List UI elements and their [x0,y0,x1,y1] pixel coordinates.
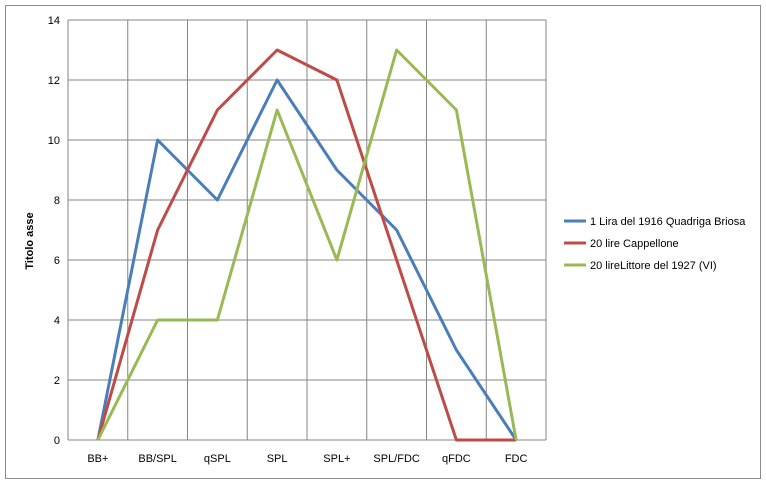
x-tick-label: SPL [267,453,288,465]
x-tick-label: qFDC [442,453,471,465]
y-tick-labels: 0 2 4 6 8 10 12 14 [48,15,60,447]
legend-item-1: 1 Lira del 1916 Quadriga Briosa [564,216,746,228]
x-tick-label: BB+ [87,453,108,465]
x-tick-label: BB/SPL [138,453,177,465]
x-tick-label: FDC [505,453,528,465]
y-tick-label: 14 [48,15,60,27]
legend-item-2: 20 lire Cappellone [564,238,679,250]
series-lines [96,48,518,442]
legend-label: 1 Lira del 1916 Quadriga Briosa [590,216,746,228]
series-line-1 [96,78,518,441]
legend-label: 20 lireLittore del 1927 (VI) [590,260,717,272]
x-tick-labels: BB+ BB/SPL qSPL SPL SPL+ SPL/FDC qFDC FDC [87,453,527,465]
grid-lines [67,19,547,441]
series-line-3 [96,48,518,441]
x-tick-label: SPL/FDC [373,453,420,465]
y-tick-label: 10 [48,135,60,147]
y-tick-label: 12 [48,75,60,87]
y-tick-label: 8 [54,195,60,207]
x-tick-label: qSPL [204,453,231,465]
legend-label: 20 lire Cappellone [590,238,679,250]
y-tick-label: 6 [54,255,60,267]
y-axis-label: Titolo asse [24,212,36,269]
y-tick-label: 4 [54,315,60,327]
y-tick-label: 2 [54,375,60,387]
line-chart: 0 2 4 6 8 10 12 14 BB+ BB/SPL qSPL SPL SPL+ SPL/FDC q… [24,15,746,465]
series-line-2 [96,48,517,442]
x-tick-label: SPL+ [323,453,350,465]
legend-item-3: 20 lireLittore del 1927 (VI) [564,260,717,272]
chart-frame: 0 2 4 6 8 10 12 14 BB+ BB/SPL qSPL SPL SPL+ SPL/FDC q… [5,5,761,479]
y-tick-label: 0 [54,435,60,447]
legend: 1 Lira del 1916 Quadriga Briosa 20 lire C… [564,216,746,272]
